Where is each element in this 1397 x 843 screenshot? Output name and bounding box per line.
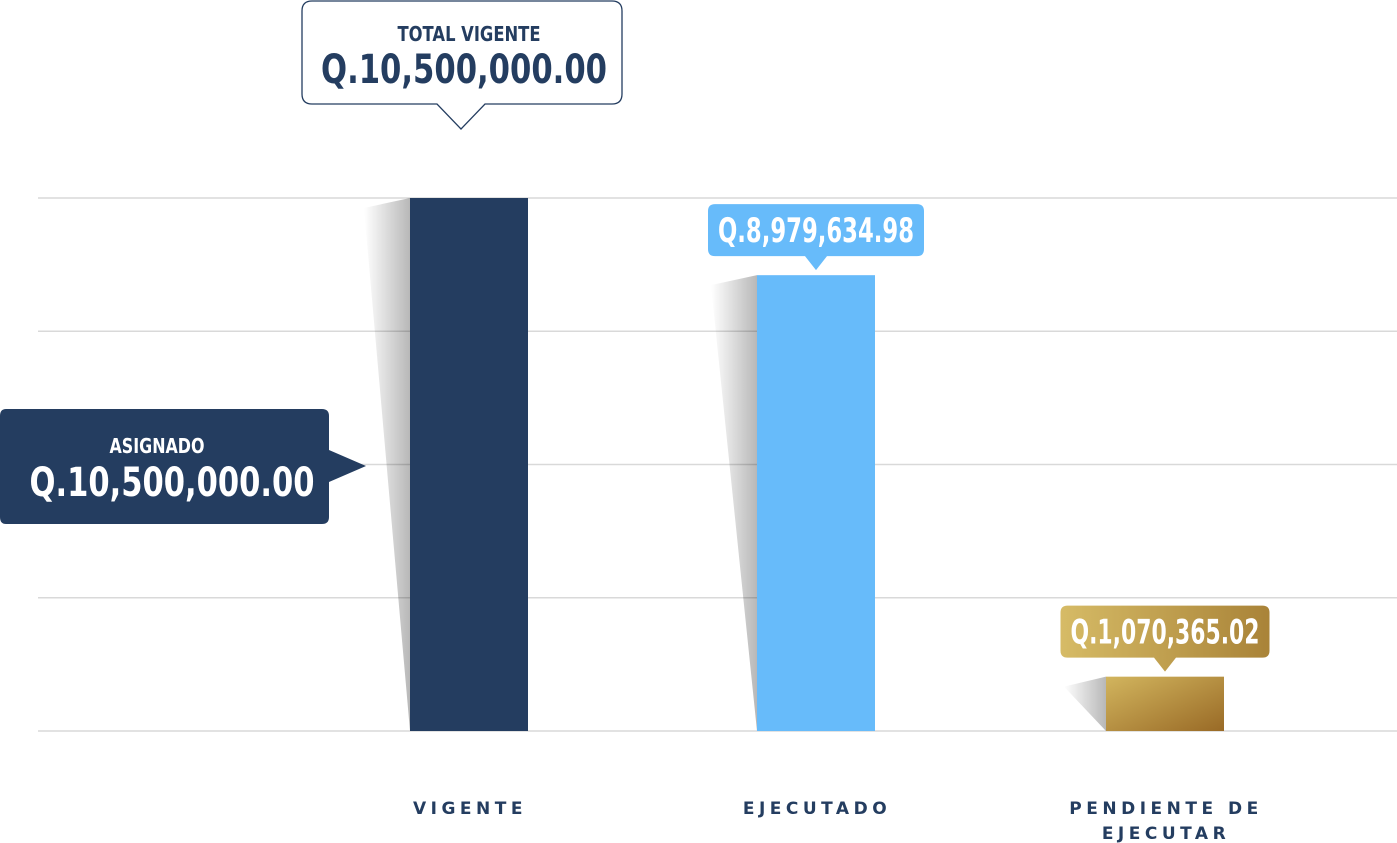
bar-pendiente-shadow	[1064, 676, 1106, 731]
bar-ejecutado-value-callout	[708, 204, 924, 271]
bar-pendiente-value-callout	[1060, 605, 1270, 672]
bars	[410, 198, 1224, 731]
total-vigente-callout-box	[301, 0, 623, 130]
asignado-value: Q.10,500,000.00	[30, 460, 315, 506]
bar-ejecutado	[757, 275, 875, 731]
bar-pendiente-value-label: Q.1,070,365.02	[1071, 613, 1260, 653]
category-label: EJECUTAR	[1102, 824, 1230, 843]
category-label: EJECUTADO	[743, 799, 891, 819]
bar-pendiente	[1106, 676, 1224, 731]
category-label: PENDIENTE DE	[1069, 799, 1262, 819]
bar-vigente-shadow	[364, 198, 410, 731]
bar-vigente	[410, 198, 528, 731]
total-vigente-value: Q.10,500,000.00	[321, 47, 607, 93]
asignado-title: ASIGNADO	[110, 434, 205, 458]
asignado-callout-box	[0, 409, 366, 524]
category-labels: VIGENTE EJECUTADO PENDIENTE DE EJECUTAR	[413, 799, 1262, 843]
total-vigente-callout: TOTAL VIGENTE Q.10,500,000.00	[301, 0, 623, 130]
category-label: VIGENTE	[413, 799, 527, 819]
asignado-callout: ASIGNADO Q.10,500,000.00	[0, 409, 366, 524]
bar-ejecutado-shadow	[711, 275, 757, 731]
bar-ejecutado-value-label: Q.8,979,634.98	[718, 211, 914, 251]
total-vigente-title: TOTAL VIGENTE	[398, 22, 541, 46]
bar-shadows	[364, 198, 1106, 731]
value-callouts: Q.8,979,634.98 Q.1,070,365.02	[708, 204, 1270, 672]
